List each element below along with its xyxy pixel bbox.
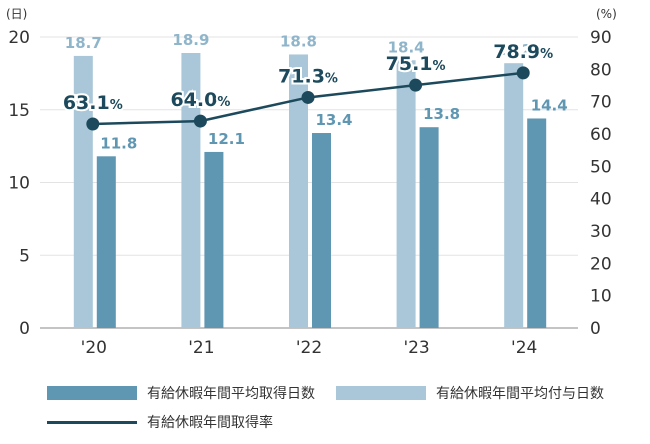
data-label-granted: 18.8 [280,32,317,50]
y-left-tick-label: 15 [8,101,30,121]
bars [73,53,547,329]
data-label-granted: 18.2 [495,41,532,59]
axes: 0 5 10 15 20 0 10 20 30 40 50 60 70 80 90 (日) (%) '20 '21 '… [6,7,617,358]
y-right-unit-label: (%) [596,7,617,21]
y-right-tick-label: 0 [590,319,601,339]
data-label-rate-unit: % [110,98,123,113]
data-label-rate: 64.0% [170,89,230,111]
y-right-tick-label: 90 [590,28,612,48]
data-label-rate: 75.1% [386,53,446,75]
grid [40,36,578,329]
y-right-tick-label: 60 [590,125,612,145]
data-label-rate: 63.1% [63,92,123,114]
data-label-rate-unit: % [217,95,230,110]
bar-taken [96,156,116,328]
data-label-granted: 18.9 [172,31,209,49]
x-tick-label: '24 [511,338,537,358]
data-label-rate-unit: % [540,47,553,62]
data-label-taken: 13.4 [315,111,352,129]
data-label-rate-unit: % [433,59,446,74]
rate-point [86,117,100,131]
rate-point [193,114,207,128]
x-tick-label: '21 [188,338,214,358]
data-label-rate-unit: % [325,71,338,86]
bar-granted [289,54,308,329]
rate-point [409,78,423,92]
y-left-tick-label: 5 [19,246,30,266]
data-label-taken: 11.8 [100,134,137,152]
bar-granted [396,60,416,328]
data-label-taken: 12.1 [208,130,245,148]
bar-taken [204,151,224,328]
rate-point [516,66,530,80]
bar-taken [527,118,547,328]
x-tick-label: '20 [81,338,107,358]
y-right-tick-label: 50 [590,157,612,177]
data-label-taken: 14.4 [531,96,568,114]
data-label-taken: 13.8 [423,105,460,123]
y-right-tick-label: 10 [590,287,612,307]
y-right-tick-label: 30 [590,222,612,242]
data-label-granted: 18.7 [65,34,102,52]
y-left-unit-label: (日) [6,7,27,21]
rate-point [301,90,315,104]
data-label-rate: 71.3% [278,65,338,87]
y-right-tick-label: 80 [590,60,612,80]
bar-taken [312,133,331,328]
line-series [86,66,530,131]
bar-granted [504,63,524,328]
y-right-tick-label: 20 [590,254,612,274]
y-left-tick-label: 10 [8,174,30,194]
y-right-tick-label: 70 [590,93,612,113]
x-tick-label: '22 [296,338,322,358]
data-label-granted: 18.4 [388,38,425,56]
y-left-tick-label: 0 [19,319,30,339]
bar-taken [419,127,439,329]
x-tick-label: '23 [403,338,429,358]
y-left-tick-label: 20 [8,28,30,48]
data-label-rate: 78.9% [493,41,553,63]
y-right-tick-label: 40 [590,190,612,210]
